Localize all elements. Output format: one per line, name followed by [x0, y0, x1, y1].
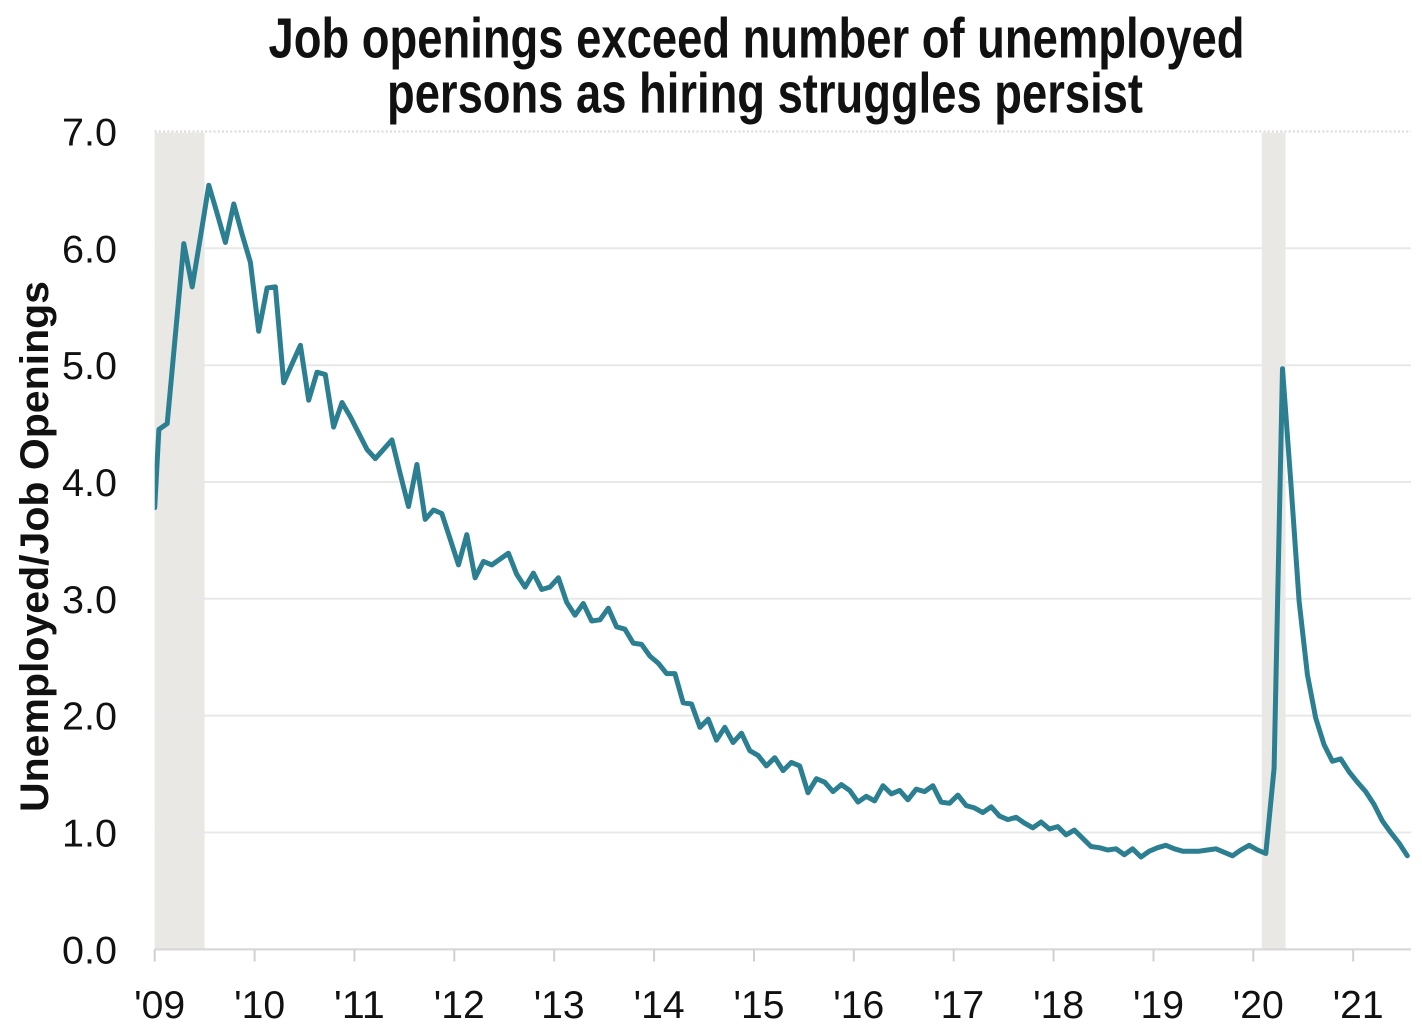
svg-text:'09: '09: [134, 984, 185, 1027]
svg-text:'18: '18: [1033, 984, 1084, 1027]
svg-text:'16: '16: [833, 984, 884, 1027]
svg-text:4.0: 4.0: [62, 462, 117, 505]
svg-text:Job openings exceed number of: Job openings exceed number of unemployed: [269, 7, 1245, 71]
svg-text:1.0: 1.0: [62, 813, 117, 856]
svg-text:'11: '11: [334, 984, 385, 1027]
svg-text:'20: '20: [1233, 984, 1284, 1027]
svg-text:'14: '14: [634, 984, 685, 1027]
svg-text:Unemployed/Job Openings: Unemployed/Job Openings: [13, 281, 57, 812]
svg-text:persons as hiring struggles pe: persons as hiring struggles persist: [387, 62, 1143, 126]
svg-text:'13: '13: [534, 984, 585, 1027]
svg-text:7.0: 7.0: [62, 112, 117, 155]
svg-text:'12: '12: [434, 984, 485, 1027]
svg-text:'21: '21: [1333, 984, 1384, 1027]
svg-text:2.0: 2.0: [62, 696, 117, 739]
svg-text:5.0: 5.0: [62, 345, 117, 388]
svg-text:'19: '19: [1133, 984, 1184, 1027]
svg-text:'10: '10: [234, 984, 285, 1027]
svg-text:0.0: 0.0: [62, 929, 117, 972]
svg-text:3.0: 3.0: [62, 579, 117, 622]
svg-text:6.0: 6.0: [62, 228, 117, 271]
svg-text:'17: '17: [933, 984, 984, 1027]
svg-text:'15: '15: [734, 984, 785, 1027]
